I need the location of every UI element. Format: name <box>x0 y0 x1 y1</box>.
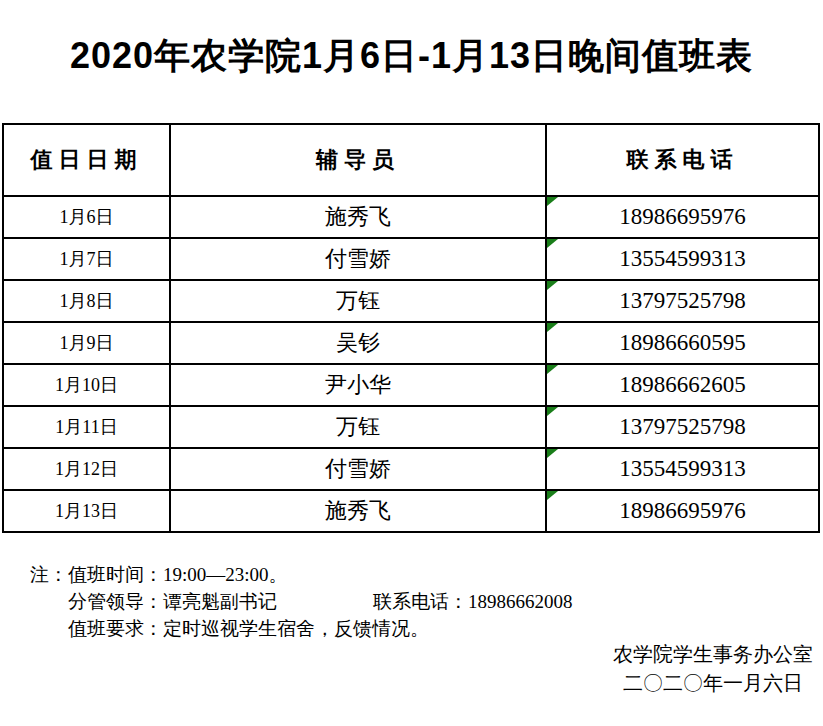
phone-cell: 18986695976 <box>546 490 819 532</box>
header-phone: 联系电话 <box>546 124 819 196</box>
table-row: 1月11日 万钰 13797525798 <box>3 406 819 448</box>
phone-number: 13554599313 <box>619 246 746 271</box>
notes-block: 注：值班时间：19:00—23:00。 分管领导：谭亮魁副书记联系电话：1898… <box>30 561 573 642</box>
header-counselor: 辅导员 <box>170 124 546 196</box>
duty-date-cell: 1月9日 <box>3 322 170 364</box>
phone-number: 13554599313 <box>619 456 746 481</box>
counselor-cell: 万钰 <box>170 280 546 322</box>
note-line-duty-time: 注：值班时间：19:00—23:00。 <box>30 561 573 588</box>
phone-cell: 18986695976 <box>546 196 819 238</box>
phone-number: 18986662605 <box>619 372 746 397</box>
signature-date: 二〇二〇年一月六日 <box>613 669 813 698</box>
phone-number: 13797525798 <box>619 288 746 313</box>
phone-number: 18986695976 <box>619 498 746 523</box>
counselor-cell: 付雪娇 <box>170 238 546 280</box>
duty-date-cell: 1月8日 <box>3 280 170 322</box>
phone-number: 18986695976 <box>619 204 746 229</box>
green-corner-triangle-icon <box>547 239 558 248</box>
table-row: 1月10日 尹小华 18986662605 <box>3 364 819 406</box>
duty-date-cell: 1月7日 <box>3 238 170 280</box>
phone-cell: 18986662605 <box>546 364 819 406</box>
green-corner-triangle-icon <box>547 407 558 416</box>
table-row: 1月7日 付雪娇 13554599313 <box>3 238 819 280</box>
table-row: 1月8日 万钰 13797525798 <box>3 280 819 322</box>
counselor-cell: 尹小华 <box>170 364 546 406</box>
duty-time-text: 值班时间：19:00—23:00。 <box>68 564 288 585</box>
leader-phone-text: 联系电话：18986662008 <box>373 591 573 612</box>
duty-date-cell: 1月6日 <box>3 196 170 238</box>
phone-number: 18986660595 <box>619 330 746 355</box>
duty-date-cell: 1月12日 <box>3 448 170 490</box>
duty-roster-table: 值日日期 辅导员 联系电话 1月6日 施秀飞 18986695976 1月7日 … <box>2 123 820 533</box>
counselor-cell: 万钰 <box>170 406 546 448</box>
table-row: 1月13日 施秀飞 18986695976 <box>3 490 819 532</box>
phone-cell: 18986660595 <box>546 322 819 364</box>
signature-office: 农学院学生事务办公室 <box>613 640 813 669</box>
counselor-cell: 施秀飞 <box>170 490 546 532</box>
green-corner-triangle-icon <box>547 281 558 290</box>
green-corner-triangle-icon <box>547 197 558 206</box>
leader-text: 分管领导：谭亮魁副书记 <box>68 588 373 615</box>
phone-cell: 13797525798 <box>546 406 819 448</box>
phone-cell: 13554599313 <box>546 238 819 280</box>
note-line-requirement: 值班要求：定时巡视学生宿舍，反馈情况。 <box>68 615 573 642</box>
counselor-cell: 吴钐 <box>170 322 546 364</box>
phone-cell: 13797525798 <box>546 280 819 322</box>
page-title: 2020年农学院1月6日-1月13日晚间值班表 <box>0 32 823 81</box>
table-row: 1月9日 吴钐 18986660595 <box>3 322 819 364</box>
phone-number: 13797525798 <box>619 414 746 439</box>
signature-block: 农学院学生事务办公室 二〇二〇年一月六日 <box>613 640 813 698</box>
duty-date-cell: 1月10日 <box>3 364 170 406</box>
counselor-cell: 施秀飞 <box>170 196 546 238</box>
table-row: 1月12日 付雪娇 13554599313 <box>3 448 819 490</box>
table-header-row: 值日日期 辅导员 联系电话 <box>3 124 819 196</box>
phone-cell: 13554599313 <box>546 448 819 490</box>
header-duty-date: 值日日期 <box>3 124 170 196</box>
green-corner-triangle-icon <box>547 449 558 458</box>
green-corner-triangle-icon <box>547 365 558 374</box>
note-line-leader: 分管领导：谭亮魁副书记联系电话：18986662008 <box>68 588 573 615</box>
counselor-cell: 付雪娇 <box>170 448 546 490</box>
requirement-text: 值班要求：定时巡视学生宿舍，反馈情况。 <box>68 618 429 639</box>
green-corner-triangle-icon <box>547 323 558 332</box>
duty-roster-page: { "title": "2020年农学院1月6日-1月13日晚间值班表", "t… <box>0 0 823 726</box>
note-prefix: 注： <box>30 564 68 585</box>
green-corner-triangle-icon <box>547 491 558 500</box>
table-row: 1月6日 施秀飞 18986695976 <box>3 196 819 238</box>
duty-date-cell: 1月11日 <box>3 406 170 448</box>
duty-date-cell: 1月13日 <box>3 490 170 532</box>
